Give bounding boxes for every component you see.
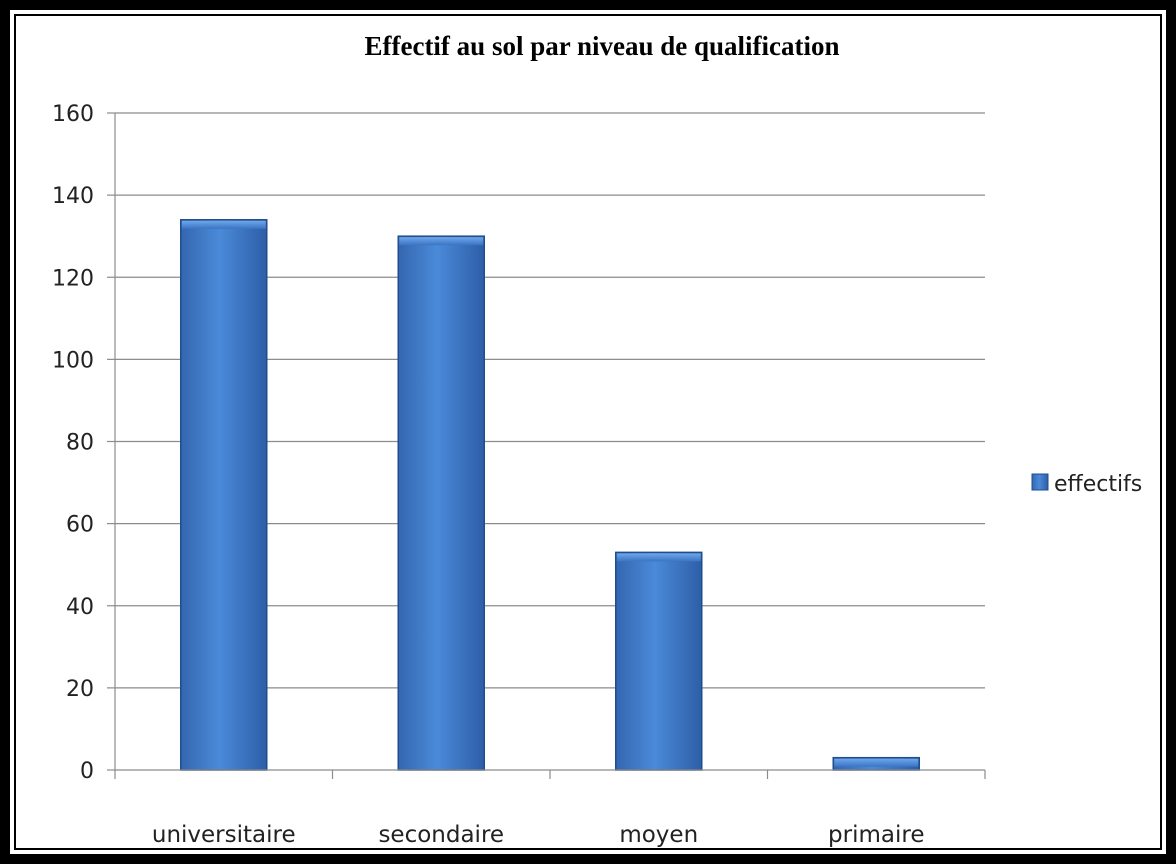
- x-category-label: primaire: [828, 822, 924, 848]
- x-axis-labels: universitaire secondaire moyen primaire: [152, 822, 925, 848]
- y-tick-label: 60: [66, 513, 94, 538]
- bar-secondaire: [397, 235, 485, 771]
- chart-inner-border: [14, 14, 1162, 850]
- y-tick-label: 40: [66, 595, 94, 620]
- bars: [180, 219, 920, 771]
- y-tick-label: 140: [52, 184, 94, 209]
- y-tick-label: 0: [80, 759, 94, 784]
- y-axis-ticks: 0 20 40 60 80 100 120 140 160: [52, 102, 115, 784]
- y-tick-label: 120: [52, 266, 94, 291]
- bar-top-secondaire: [399, 237, 484, 246]
- bar-top-primaire: [834, 758, 919, 767]
- chart-title: Effectif au sol par niveau de qualificat…: [364, 31, 839, 61]
- y-tick-label: 100: [52, 348, 94, 373]
- y-tick-label: 80: [66, 431, 94, 456]
- y-tick-label: 20: [66, 677, 94, 702]
- x-category-label: moyen: [619, 822, 698, 848]
- axes: [114, 113, 986, 779]
- legend-swatch: [1031, 473, 1049, 491]
- bar-top-universitaire: [181, 220, 266, 229]
- y-tick-label: 160: [52, 102, 94, 127]
- bar-top-moyen: [616, 553, 701, 562]
- legend: effectifs: [1031, 472, 1142, 497]
- legend-label: effectifs: [1054, 472, 1142, 497]
- x-category-label: universitaire: [152, 822, 296, 848]
- bar-universitaire: [180, 219, 268, 771]
- bar-moyen: [615, 551, 703, 771]
- x-category-label: secondaire: [378, 822, 504, 848]
